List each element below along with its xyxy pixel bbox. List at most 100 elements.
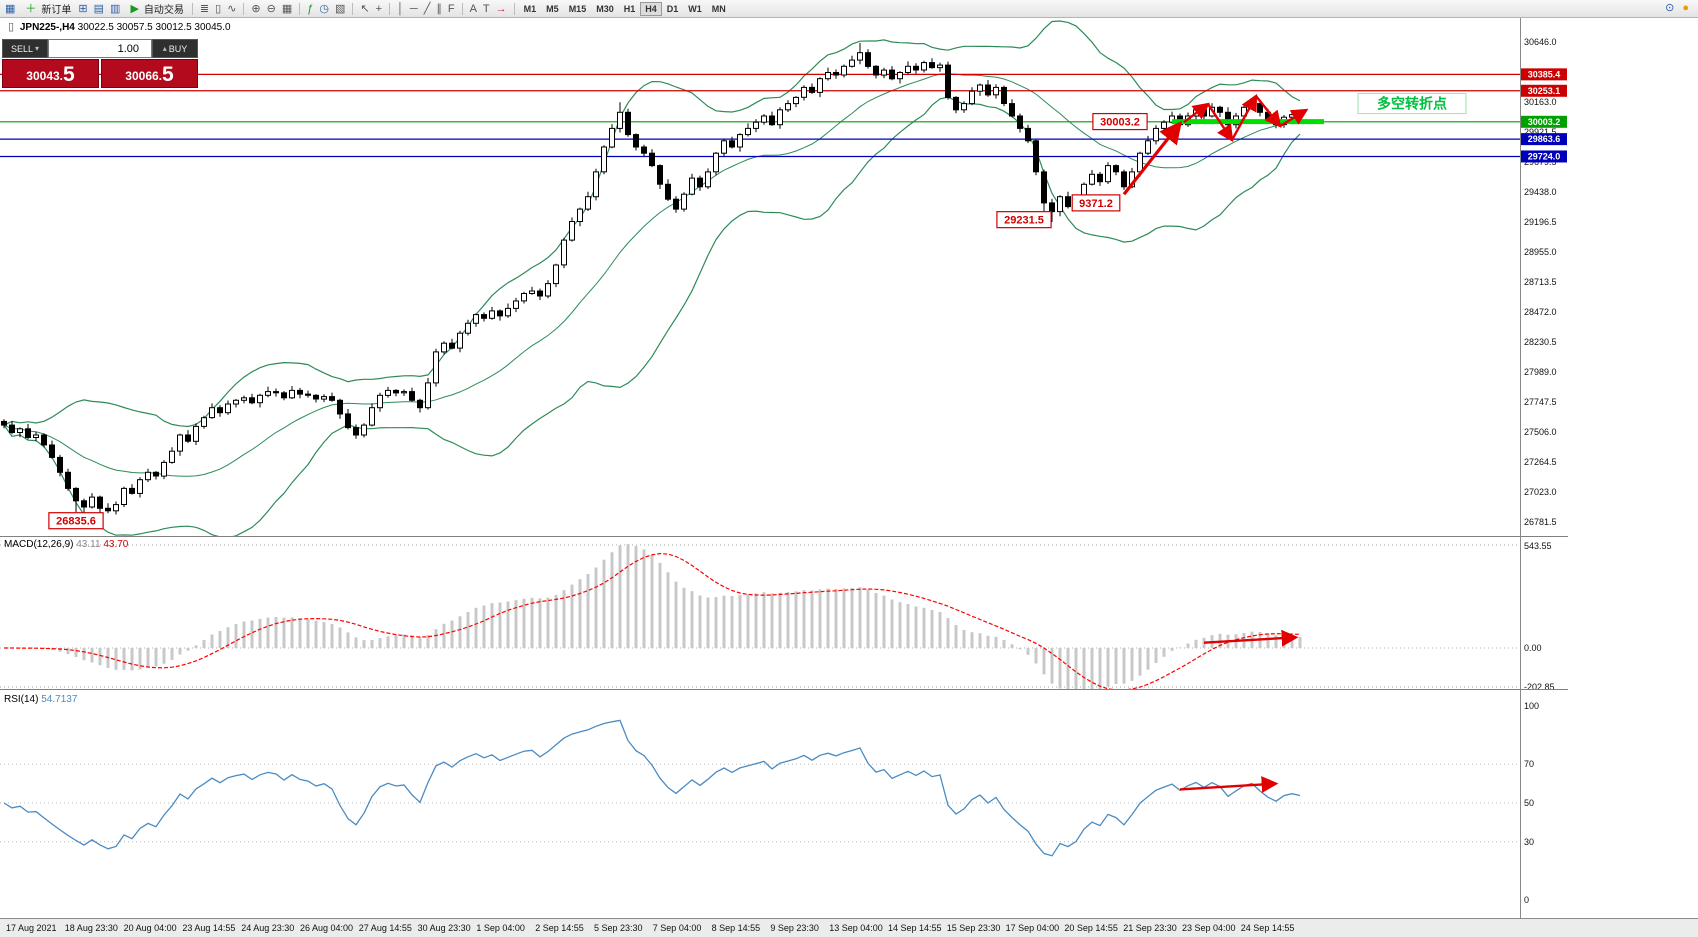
svg-text:30385.4: 30385.4 <box>1528 69 1561 79</box>
candle <box>657 165 663 185</box>
sell-price-button[interactable]: 30043. 5 <box>2 59 99 88</box>
timeframe-m5[interactable]: M5 <box>546 3 559 14</box>
terminal-icon[interactable]: ▥ <box>110 2 121 15</box>
rsi-axis-label: 30 <box>1524 837 1534 847</box>
rsi-panel[interactable] <box>0 719 1520 857</box>
zigzag-arrow[interactable] <box>1255 95 1282 128</box>
text-tool-icon[interactable]: A <box>469 2 477 15</box>
price-axis-label: 29921.5 <box>1524 127 1557 137</box>
candle <box>1049 202 1055 213</box>
turning-point-box[interactable] <box>1357 93 1467 115</box>
main-price-panel[interactable]: 26835.6 29231.5 9371.2 30003.2 <box>0 20 1520 538</box>
toolbar-separator <box>191 2 193 15</box>
price-label-box[interactable] <box>996 211 1052 229</box>
timeframe-m1[interactable]: M1 <box>523 3 537 14</box>
indicators-icon[interactable]: ƒ <box>307 2 314 15</box>
price-label-box[interactable] <box>48 512 104 530</box>
candle <box>361 424 367 436</box>
timeframe-m15[interactable]: M15 <box>568 3 587 14</box>
time-axis-label: 1 Sep 04:00 <box>476 923 525 933</box>
time-axis-label: 26 Aug 04:00 <box>300 923 354 933</box>
candle <box>241 397 247 401</box>
candle <box>89 496 95 508</box>
label-tool-icon[interactable]: T <box>482 2 490 15</box>
rsi-arrow[interactable] <box>1179 776 1279 793</box>
candle <box>1113 165 1119 173</box>
candle <box>345 413 351 429</box>
zigzag-arrow[interactable] <box>1279 108 1309 128</box>
candle <box>81 500 87 508</box>
toolbar-separator <box>513 2 515 15</box>
time-axis-label: 2 Sep 14:55 <box>535 923 584 933</box>
horizontal-line-icon[interactable]: ─ <box>409 2 418 15</box>
bar-chart-icon[interactable]: ≣ <box>199 2 210 15</box>
candle <box>721 140 727 154</box>
timeframe-h4[interactable]: H4 <box>640 1 662 16</box>
tile-windows-icon[interactable]: ▦ <box>281 2 293 15</box>
zigzag-arrow[interactable] <box>1230 93 1258 141</box>
cursor-icon[interactable]: ↖ <box>360 2 370 15</box>
candle <box>785 103 791 111</box>
profiles-icon[interactable]: ▤ <box>93 2 105 15</box>
zoom-in-icon[interactable]: ⊕ <box>251 2 261 15</box>
search-icon[interactable]: ⊙ <box>1665 2 1675 14</box>
price-label-box[interactable] <box>1071 194 1121 212</box>
new-order-button[interactable]: ＋ 新订单 <box>18 1 75 17</box>
channel-icon[interactable]: ∥ <box>436 2 442 15</box>
timeframe-w1[interactable]: W1 <box>688 3 702 14</box>
fibonacci-icon[interactable]: F <box>447 2 455 15</box>
candle <box>249 397 255 404</box>
period-icon[interactable]: ◷ <box>319 2 329 15</box>
volume-input[interactable] <box>48 39 152 58</box>
rsi-axis-label: 0 <box>1524 895 1529 905</box>
zigzag-arrow[interactable] <box>1207 103 1234 143</box>
price-label-box[interactable] <box>1092 112 1148 131</box>
buy-button[interactable]: ▴ BUY <box>152 39 198 58</box>
trendline-icon[interactable]: ╱ <box>423 2 431 15</box>
candle <box>633 134 639 148</box>
candle <box>641 146 647 154</box>
timeframe-mn[interactable]: MN <box>711 3 726 14</box>
candle <box>577 208 583 223</box>
charts-icon[interactable]: ⊞ <box>78 2 88 15</box>
auto-trading-button[interactable]: ▶ 自动交易 <box>123 1 187 17</box>
crosshair-icon[interactable]: + <box>375 2 383 15</box>
svg-text:29724.0: 29724.0 <box>1528 151 1561 161</box>
zigzag-arrow[interactable] <box>1183 102 1210 124</box>
price-axis-label: 28230.5 <box>1524 337 1557 347</box>
candle <box>1017 115 1023 129</box>
candle <box>105 507 111 512</box>
macd-arrow[interactable] <box>1203 629 1299 647</box>
candle <box>857 52 863 61</box>
macd-axis-label: -202.85 <box>1524 682 1555 692</box>
candlestick-chart-icon[interactable]: ▯ <box>215 2 222 15</box>
timeframe-d1[interactable]: D1 <box>666 3 679 14</box>
time-axis[interactable]: 17 Aug 2021 18 Aug 23:30 20 Aug 04:00 23 Au… <box>0 918 1698 937</box>
community-icon[interactable]: ● <box>1682 2 1689 14</box>
symbol-ohlc-values: 30022.5 30057.5 30012.5 30045.0 <box>77 22 231 33</box>
line-chart-icon[interactable]: ∿ <box>227 2 237 15</box>
vertical-line-icon[interactable]: │ <box>397 2 404 15</box>
timeframe-h1[interactable]: H1 <box>623 3 636 14</box>
macd-panel[interactable] <box>0 544 1520 696</box>
templates-icon[interactable]: ▧ <box>334 2 346 15</box>
sell-button[interactable]: SELL ▾ <box>2 39 48 58</box>
timeframe-m30[interactable]: M30 <box>596 3 614 14</box>
time-axis-label: 20 Sep 14:55 <box>1064 923 1118 933</box>
buy-price-button[interactable]: 30066. 5 <box>101 59 198 88</box>
trend-arrow[interactable] <box>1122 120 1182 196</box>
toolbar-separator <box>389 2 391 15</box>
zoom-out-icon[interactable]: ⊖ <box>266 2 276 15</box>
candle <box>905 65 911 74</box>
candle <box>393 389 399 394</box>
candle <box>689 177 695 195</box>
arrows-tool-icon[interactable]: → <box>495 2 507 15</box>
svg-text:29231.5: 29231.5 <box>1004 215 1044 227</box>
candle <box>865 52 871 67</box>
buy-label: BUY <box>168 43 188 54</box>
candle <box>753 121 759 129</box>
candle <box>145 471 151 481</box>
candle <box>889 69 895 80</box>
macd-signal-line <box>4 552 1301 689</box>
